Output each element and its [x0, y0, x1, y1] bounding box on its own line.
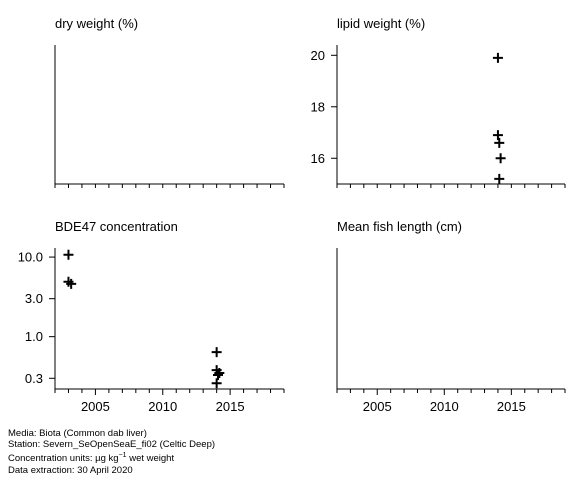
panel-3-y-tick-label-0: 0.3 — [25, 371, 43, 386]
panel-2-y-tick-label-0: 16 — [311, 151, 325, 166]
panel-2-y-tick-label-1: 18 — [311, 99, 325, 114]
panel-2-point-2 — [494, 137, 505, 148]
panel-4-title: Mean fish length (cm) — [337, 219, 462, 234]
footer-extraction: Data extraction: 30 April 2020 — [8, 464, 133, 476]
panel-2-point-0 — [492, 52, 503, 63]
panel-4-x-tick-label-2005: 2005 — [363, 399, 392, 414]
panel-1-title: dry weight (%) — [55, 16, 138, 31]
panel-4-x-tick-label-2010: 2010 — [430, 399, 459, 414]
footer-units-suffix: wet weight — [126, 453, 175, 465]
panel-2-point-4 — [494, 173, 505, 184]
panel-3-title: BDE47 concentration — [55, 219, 178, 234]
panel-3-y-tick-label-2: 3.0 — [25, 291, 43, 306]
panel-4-x-tick-label-2015: 2015 — [497, 399, 526, 414]
chart-footer: Media: Biota (Common dab liver) Station:… — [8, 428, 215, 476]
panel-3-point-7 — [211, 378, 222, 389]
panel-3-x-tick-label-2005: 2005 — [81, 399, 110, 414]
panel-3-x-tick-label-2010: 2010 — [148, 399, 177, 414]
panel-3-y-tick-label-3: 10.0 — [18, 250, 43, 265]
panel-3-x-tick-label-2015: 2015 — [216, 399, 245, 414]
panel-3-point-5 — [214, 367, 225, 378]
panel-2-title: lipid weight (%) — [337, 16, 425, 31]
panel-2-point-1 — [492, 130, 503, 141]
panel-2-y-tick-label-2: 20 — [311, 48, 325, 63]
panel-3-point-6 — [212, 369, 223, 380]
panel-3-point-3 — [211, 347, 222, 358]
panel-3-point-0 — [63, 249, 74, 260]
panel-3-point-2 — [66, 278, 77, 289]
footer-media: Media: Biota (Common dab liver) — [8, 428, 147, 439]
footer-station: Station: Severn_SeOpenSeaE_fi02 (Celtic … — [8, 439, 216, 451]
panel-3-y-tick-label-1: 1.0 — [25, 329, 43, 344]
footer-units-sup: −1 — [118, 452, 127, 460]
footer-units-prefix: Concentration units: µg kg — [8, 453, 119, 465]
footer-units: Concentration units: µg kg−1 wet weight — [8, 450, 215, 464]
panel-2-point-3 — [495, 153, 506, 164]
